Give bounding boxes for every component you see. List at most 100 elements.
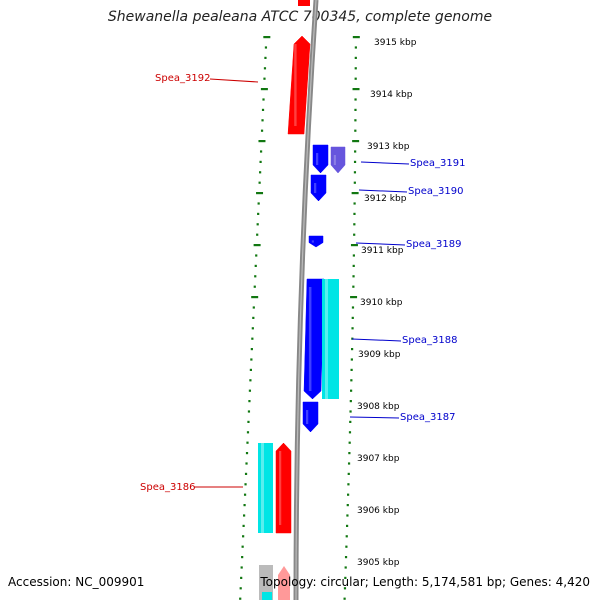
tick-mark bbox=[241, 556, 244, 559]
tick-mark bbox=[248, 400, 251, 403]
scale-label: 3909 kbp bbox=[358, 350, 401, 360]
label-leader-line bbox=[351, 338, 402, 342]
gene-spea-3190 bbox=[310, 174, 327, 202]
tick-mark bbox=[349, 389, 353, 392]
gene-spea-3192 bbox=[287, 35, 311, 135]
tick-mark bbox=[351, 316, 354, 319]
tick-mark bbox=[239, 587, 242, 590]
tick-mark bbox=[343, 597, 346, 600]
tick-mark bbox=[346, 493, 350, 496]
tick-mark bbox=[255, 254, 258, 257]
tick-mark bbox=[351, 192, 359, 195]
tick-mark bbox=[354, 129, 357, 132]
tick-mark bbox=[261, 119, 264, 122]
tick-mark bbox=[242, 524, 245, 527]
scale-label: 3912 kbp bbox=[364, 194, 407, 204]
tick-mark bbox=[250, 348, 253, 351]
tick-mark bbox=[256, 223, 259, 226]
scale-label: 3915 kbp bbox=[374, 38, 417, 48]
tick-mark bbox=[352, 275, 355, 278]
tick-mark bbox=[240, 566, 243, 569]
tick-mark bbox=[264, 56, 267, 59]
gene-label-spea-3187: Spea_3187 bbox=[400, 412, 455, 423]
tick-mark bbox=[251, 296, 259, 299]
tick-mark bbox=[349, 420, 352, 423]
tick-mark bbox=[351, 327, 354, 330]
tick-mark bbox=[350, 244, 358, 247]
tick-mark bbox=[350, 348, 354, 351]
tick-mark bbox=[354, 46, 357, 49]
tick-mark bbox=[242, 514, 246, 517]
gene-label-spea-3188: Spea_3188 bbox=[402, 335, 457, 346]
tick-mark bbox=[345, 524, 349, 527]
tick-mark bbox=[354, 150, 357, 153]
tick-mark bbox=[346, 514, 349, 517]
tick-mark bbox=[347, 483, 350, 486]
tick-mark bbox=[352, 285, 355, 288]
tick-mark bbox=[353, 212, 356, 215]
gene-spea-3188 bbox=[303, 278, 325, 400]
tick-mark bbox=[354, 77, 357, 80]
tick-mark bbox=[351, 306, 355, 309]
gene-spea-3189 bbox=[308, 235, 324, 248]
tick-mark bbox=[259, 150, 263, 153]
tick-mark bbox=[247, 410, 251, 413]
tick-mark bbox=[260, 129, 264, 132]
tick-mark bbox=[252, 316, 255, 319]
cds-spea-3188 bbox=[322, 279, 339, 399]
tick-mark bbox=[354, 98, 357, 101]
tick-mark bbox=[353, 160, 357, 163]
tick-mark bbox=[245, 452, 249, 455]
tick-mark bbox=[261, 108, 265, 111]
tick-mark bbox=[254, 264, 257, 267]
gene-labels: Spea_3192 Spea_3191 Spea_3190 Spea_3189 Spea… bbox=[140, 73, 465, 493]
tick-mark bbox=[350, 296, 358, 299]
tick-mark bbox=[246, 431, 250, 434]
gene-label-spea-3189: Spea_3189 bbox=[406, 239, 461, 250]
label-leader-line bbox=[360, 161, 410, 165]
tick-mark bbox=[247, 420, 250, 423]
scale-label: 3908 kbp bbox=[357, 402, 400, 412]
scale-label: 3905 kbp bbox=[357, 558, 400, 568]
tick-mark bbox=[263, 67, 267, 70]
tick-mark bbox=[241, 545, 244, 548]
cds-spea-3191 bbox=[330, 146, 346, 174]
tick-mark bbox=[254, 275, 257, 278]
tick-mark bbox=[262, 98, 265, 101]
tick-mark bbox=[348, 431, 352, 434]
tick-mark bbox=[253, 244, 261, 247]
tick-mark bbox=[347, 462, 351, 465]
tick-mark bbox=[343, 587, 347, 590]
tick-mark bbox=[352, 254, 355, 257]
tick-mark bbox=[263, 36, 271, 39]
gene-spea-3186 bbox=[275, 442, 292, 534]
tick-mark bbox=[245, 462, 248, 465]
map-title: Shewanella pealeana ATCC 700345, complet… bbox=[107, 9, 493, 25]
tick-mark bbox=[350, 358, 353, 361]
cds-spea-3186 bbox=[258, 443, 273, 533]
scale-label: 3913 kbp bbox=[367, 142, 410, 152]
tick-mark bbox=[354, 108, 357, 111]
tick-mark bbox=[344, 566, 347, 569]
tick-mark bbox=[264, 46, 268, 49]
tick-lanes bbox=[239, 36, 360, 600]
tick-mark bbox=[352, 140, 360, 143]
tick-mark bbox=[263, 77, 266, 80]
gene-spea-3191 bbox=[312, 144, 329, 174]
tick-mark bbox=[258, 181, 261, 184]
label-leader-line bbox=[209, 78, 259, 83]
tick-mark bbox=[250, 358, 253, 361]
tick-mark bbox=[259, 160, 262, 163]
tick-mark bbox=[354, 119, 357, 122]
tick-mark bbox=[243, 504, 246, 507]
gene-partial-bottom-red bbox=[278, 566, 290, 600]
gene-partial-bottom-grey bbox=[259, 565, 273, 600]
tick-mark bbox=[253, 285, 256, 288]
gene-label-spea-3186: Spea_3186 bbox=[140, 482, 195, 493]
gene-features bbox=[258, 0, 346, 600]
label-leader-line bbox=[349, 416, 400, 419]
tick-mark bbox=[353, 171, 357, 174]
tick-mark bbox=[348, 452, 351, 455]
tick-mark bbox=[350, 368, 353, 371]
